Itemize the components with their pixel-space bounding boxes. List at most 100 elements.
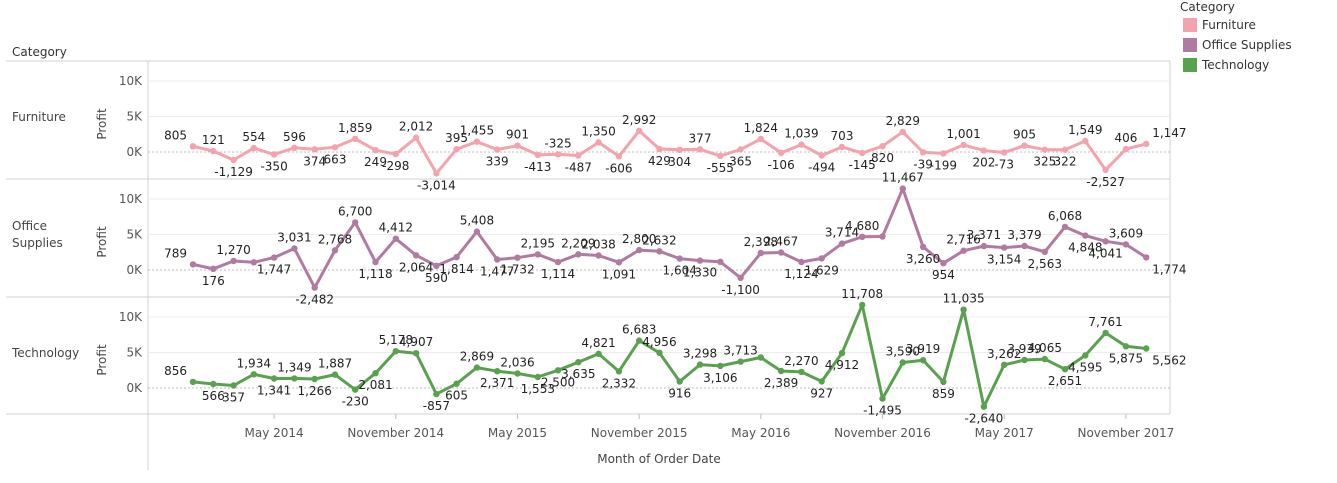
data-point — [757, 354, 764, 361]
data-label: 1,330 — [683, 266, 717, 280]
data-label: 3,262 — [987, 347, 1021, 361]
data-label: -106 — [767, 158, 794, 172]
data-point — [717, 152, 724, 160]
data-label: 4,907 — [399, 335, 433, 349]
data-label: 4,821 — [581, 336, 615, 350]
data-label: -555 — [707, 161, 734, 175]
data-point — [615, 153, 623, 160]
data-label: -39 — [913, 157, 933, 171]
data-label: 5,875 — [1109, 351, 1143, 365]
data-point — [1102, 166, 1109, 174]
data-label: 1,118 — [358, 267, 392, 281]
data-label: 4,956 — [642, 335, 676, 349]
data-point — [575, 359, 582, 366]
data-label: 2,012 — [399, 120, 433, 134]
data-label: 916 — [668, 387, 691, 401]
data-label: 2,398 — [744, 235, 778, 249]
data-point — [230, 257, 237, 265]
data-label: 1,270 — [216, 243, 250, 257]
data-point — [899, 185, 906, 192]
data-point — [798, 258, 805, 266]
data-label: 1,349 — [277, 360, 311, 374]
x-tick-label: May 2017 — [975, 426, 1034, 440]
data-point — [656, 145, 663, 153]
data-label: -606 — [605, 161, 632, 175]
legend-item-technology[interactable]: Technology — [1180, 55, 1330, 75]
data-label: 3,635 — [561, 367, 595, 381]
row-label: Furniture — [12, 110, 66, 124]
data-point — [1082, 352, 1089, 359]
data-label: 2,209 — [561, 236, 595, 250]
data-label: 1,859 — [338, 121, 372, 135]
data-label: 1,747 — [257, 263, 291, 277]
data-label: 1,114 — [541, 267, 575, 281]
data-label: -298 — [382, 159, 409, 173]
data-label: 927 — [810, 386, 833, 400]
data-label: 6,683 — [622, 323, 656, 337]
data-label: 365 — [729, 154, 752, 168]
data-label: 820 — [871, 151, 894, 165]
data-point — [230, 382, 237, 389]
data-point — [636, 337, 643, 344]
data-label: 322 — [1054, 155, 1077, 169]
data-label: 7,761 — [1088, 315, 1122, 329]
data-label: 2,371 — [480, 376, 514, 390]
data-point — [291, 144, 298, 151]
y-tick-label: 5K — [126, 346, 143, 360]
legend-swatch — [1183, 58, 1197, 72]
data-label: 1,266 — [298, 384, 332, 398]
data-point — [331, 371, 339, 378]
data-label: 1,732 — [500, 263, 534, 277]
data-label: 395 — [445, 131, 468, 145]
legend-item-furniture[interactable]: Furniture — [1180, 15, 1330, 35]
x-tick-label: November 2017 — [1077, 426, 1174, 440]
data-point — [899, 128, 906, 136]
data-point — [473, 364, 481, 371]
data-label: 2,195 — [521, 236, 555, 250]
data-label: 1,124 — [784, 267, 818, 281]
y-tick-label: 10K — [119, 74, 143, 88]
data-point — [777, 367, 785, 375]
data-point — [189, 378, 197, 386]
data-point — [331, 144, 339, 151]
data-label: 339 — [486, 155, 509, 169]
data-point — [960, 141, 967, 149]
data-label: 3,609 — [1109, 226, 1143, 240]
data-point — [433, 390, 440, 398]
data-label: 3,154 — [987, 253, 1021, 267]
data-label: -494 — [808, 161, 835, 175]
legend-item-office-supplies[interactable]: Office Supplies — [1180, 35, 1330, 55]
data-label: 1,887 — [318, 357, 352, 371]
data-point — [798, 368, 805, 376]
data-label: 663 — [324, 152, 347, 166]
data-point — [899, 359, 906, 366]
data-point — [1082, 137, 1089, 145]
data-point — [372, 370, 379, 377]
data-label: 566 — [202, 389, 225, 403]
y-axis-title: Profit — [95, 226, 109, 258]
data-label: 202 — [972, 156, 995, 170]
data-label: 3,713 — [723, 344, 757, 358]
data-label: 4,680 — [845, 219, 879, 233]
data-point — [1001, 244, 1008, 251]
y-tick-label: 5K — [126, 110, 143, 124]
data-point — [595, 252, 602, 259]
data-label: 1,455 — [460, 124, 494, 138]
data-point — [595, 350, 602, 357]
data-point — [270, 151, 278, 158]
data-label: 1,350 — [581, 124, 615, 138]
data-point — [919, 357, 927, 364]
y-axis-title: Profit — [95, 108, 109, 140]
data-label: 374 — [303, 154, 326, 168]
data-label: 596 — [283, 130, 306, 144]
x-axis-title: Month of Order Date — [597, 452, 720, 466]
data-point — [534, 251, 541, 258]
data-label: 3,590 — [886, 345, 920, 359]
data-label: 1,824 — [744, 121, 778, 135]
data-point — [838, 143, 846, 151]
legend: Category Furniture Office Supplies Techn… — [1180, 0, 1330, 75]
data-point — [433, 170, 440, 177]
x-tick-label: May 2015 — [488, 426, 547, 440]
data-label: 789 — [164, 246, 187, 260]
